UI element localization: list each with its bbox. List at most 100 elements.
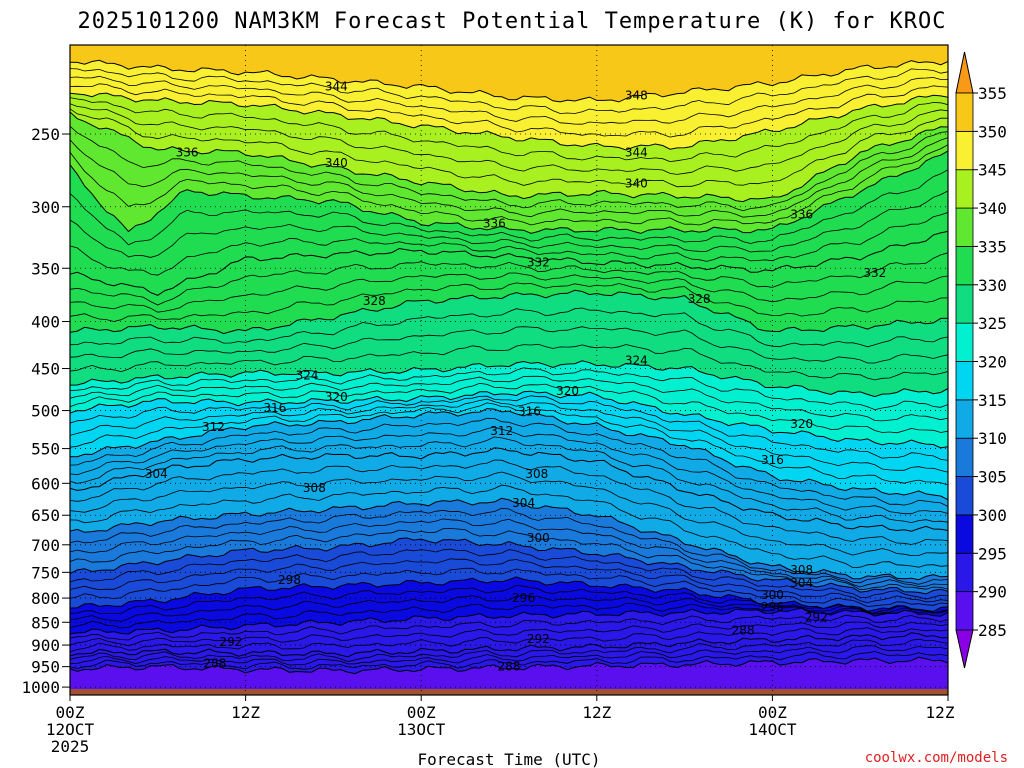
contour-label: 316 — [761, 453, 784, 467]
contour-minor — [70, 103, 948, 175]
contour-344 — [70, 92, 948, 151]
y-tick-label: 750 — [31, 563, 60, 582]
colorbar-label: 300 — [978, 506, 1007, 525]
contour-340 — [70, 111, 948, 203]
contour-minor — [70, 645, 948, 666]
y-tick-label: 450 — [31, 360, 60, 379]
contour-label: 344 — [625, 146, 648, 160]
contour-label: 288 — [203, 656, 226, 670]
x-tick-label: 13OCT — [397, 720, 446, 739]
x-axis-label: Forecast Time (UTC) — [417, 750, 600, 768]
colorbar-swatch — [955, 92, 974, 132]
contour-minor — [70, 343, 948, 381]
contour-label: 300 — [761, 588, 784, 602]
colorbar-swatch — [955, 591, 974, 631]
contour-minor — [70, 190, 948, 258]
x-tick-label: 00Z — [407, 703, 436, 722]
fill-band-288 — [70, 657, 948, 695]
contour-label: 316 — [263, 401, 286, 415]
contour-minor — [70, 518, 948, 588]
contour-label: 304 — [145, 467, 168, 481]
contour-minor — [70, 584, 948, 614]
colorbar-swatch — [955, 399, 974, 439]
contour-minor — [70, 282, 948, 322]
contour-320 — [70, 390, 948, 449]
contour-324 — [70, 360, 948, 398]
colorbar-swatch — [955, 130, 974, 171]
y-tick-label: 900 — [31, 636, 60, 655]
colorbar-swatch — [955, 284, 974, 324]
colorbar-label: 295 — [978, 544, 1007, 563]
y-tick-label: 400 — [31, 313, 60, 332]
y-tick-label: 500 — [31, 402, 60, 421]
contour-label: 324 — [625, 353, 648, 367]
contour-304 — [70, 537, 948, 595]
contour-minor — [70, 108, 948, 188]
chart-title: 2025101200 NAM3KM Forecast Potential Tem… — [78, 9, 947, 34]
colorbar-swatch — [955, 361, 974, 401]
contour-minor — [70, 426, 948, 515]
y-tick-label: 700 — [31, 536, 60, 555]
x-tick-label: 12Z — [926, 703, 955, 722]
grid-layer — [70, 45, 948, 695]
contour-minor — [70, 402, 948, 486]
colorbar-label: 305 — [978, 468, 1007, 487]
y-tick-label: 800 — [31, 589, 60, 608]
y-tick-label: 950 — [31, 658, 60, 677]
contour-label: 340 — [625, 176, 648, 190]
colorbar-label: 320 — [978, 353, 1007, 372]
contour-minor — [70, 169, 948, 246]
contour-292 — [70, 632, 948, 658]
contour-label: 296 — [512, 591, 535, 605]
contour-minor — [70, 375, 948, 422]
contour-328 — [70, 289, 948, 335]
contour-minor — [70, 252, 948, 306]
contour-label: 308 — [303, 481, 326, 495]
colorbar-label: 355 — [978, 84, 1007, 103]
contour-label: 312 — [202, 420, 225, 434]
contour-minor — [70, 528, 948, 591]
contour-300 — [70, 576, 948, 612]
contour-label: 332 — [863, 266, 886, 280]
x-tick-label: 12OCT — [46, 720, 95, 739]
contour-layer — [70, 59, 948, 675]
contour-316 — [70, 408, 948, 501]
contour-minor — [70, 507, 948, 585]
watermark: coolwx.com/models — [865, 750, 1008, 766]
colorbar-swatch — [955, 207, 974, 247]
contour-minor — [70, 558, 948, 604]
contour-label: 324 — [296, 369, 319, 383]
contour-minor — [70, 307, 948, 348]
colorbar-label: 325 — [978, 314, 1007, 333]
contour-label: 304 — [512, 496, 535, 510]
contour-348 — [70, 59, 948, 103]
contour-label: 300 — [527, 531, 550, 545]
contour-minor — [70, 484, 948, 569]
colorbar-swatch — [955, 552, 974, 593]
color-fill-layer — [70, 45, 948, 695]
contour-336 — [70, 150, 948, 234]
contour-minor — [70, 436, 948, 524]
colorbar-label: 290 — [978, 583, 1007, 602]
colorbar-label: 330 — [978, 276, 1007, 295]
contour-label: 292 — [527, 632, 550, 646]
contour-labels: 344 348 336 340 344 340 336 336 332 332 328 328 324 3… — [145, 80, 886, 674]
contour-minor — [70, 638, 948, 663]
contour-label: 316 — [518, 404, 541, 418]
contour-minor — [70, 75, 948, 125]
y-tick-label: 1000 — [21, 678, 60, 697]
y-tick-label: 550 — [31, 440, 60, 459]
contour-minor — [70, 395, 948, 461]
contour-minor — [70, 459, 948, 545]
y-tick-label: 350 — [31, 259, 60, 278]
contour-minor — [70, 614, 948, 641]
colorbar-swatch — [955, 169, 974, 209]
x-tick-label: 14OCT — [748, 720, 797, 739]
contour-308 — [70, 497, 948, 581]
colorbar-cap-bottom — [955, 629, 974, 669]
colorbar-label: 310 — [978, 429, 1007, 448]
contour-label: 336 — [790, 208, 813, 222]
contour-label: 320 — [325, 390, 348, 404]
